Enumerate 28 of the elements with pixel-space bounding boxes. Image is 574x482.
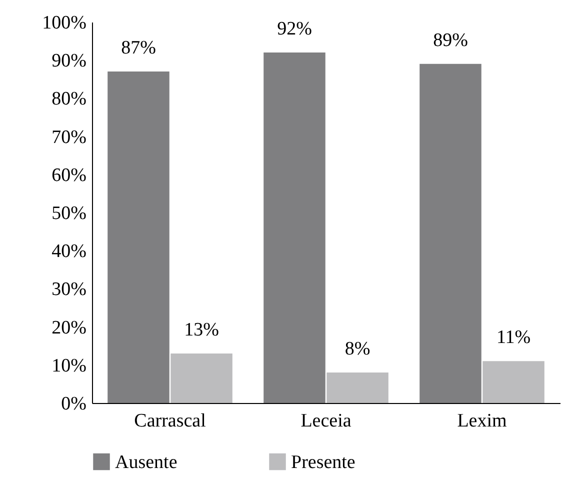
y-tick-label: 20% [52, 317, 87, 338]
y-tick-label: 30% [52, 279, 87, 300]
bar [326, 372, 388, 403]
data-label: 13% [184, 319, 220, 340]
y-tick-label: 50% [52, 203, 87, 224]
y-tick-label: 60% [52, 164, 87, 186]
y-tick-label: 70% [52, 126, 87, 148]
x-tick-label: Lexim [457, 410, 508, 432]
bar [420, 64, 482, 403]
y-tick-label: 80% [52, 88, 87, 110]
bar [108, 72, 170, 403]
x-tick-label: Leceia [300, 410, 352, 432]
bar [264, 52, 326, 403]
bar [170, 353, 232, 403]
y-tick-label: 90% [52, 50, 87, 72]
x-tick-label: Carrascal [134, 410, 206, 432]
data-label: 92% [277, 18, 312, 40]
y-tick-label: 100% [42, 12, 87, 34]
y-tick-label: 40% [52, 241, 87, 262]
y-tick-label: 0% [61, 394, 87, 414]
bar [482, 361, 544, 403]
legend-label: Presente [291, 452, 356, 473]
y-tick-label: 10% [52, 355, 87, 376]
data-label: 11% [496, 327, 531, 348]
data-label: 8% [344, 338, 370, 360]
legend-label: Ausente [115, 452, 178, 473]
data-label: 87% [121, 38, 156, 59]
data-label: 89% [433, 30, 468, 51]
